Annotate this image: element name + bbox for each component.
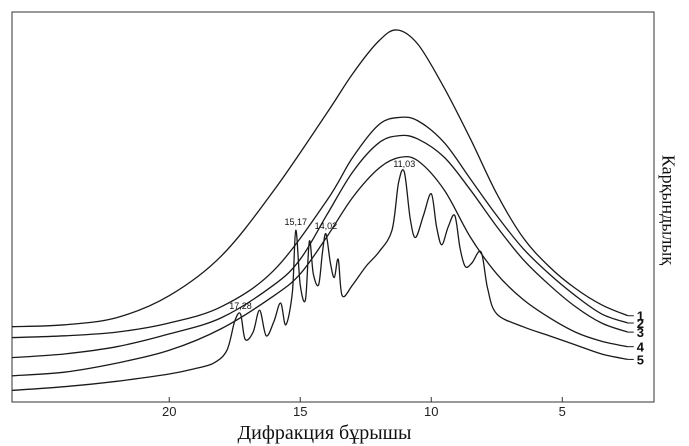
series-label-5: 5 bbox=[637, 352, 644, 367]
x-tick-label-10: 10 bbox=[424, 404, 438, 419]
series-lines bbox=[11, 29, 629, 392]
series-label-1: 1 bbox=[637, 309, 644, 324]
y-axis-label: Карқындылық bbox=[658, 154, 679, 266]
series-line-3 bbox=[11, 134, 629, 359]
peak-label-3: 11,03 bbox=[393, 159, 415, 169]
series-line-1 bbox=[11, 29, 629, 328]
series-label-3: 3 bbox=[637, 325, 644, 340]
series-line-4 bbox=[11, 155, 628, 377]
x-tick-label-15: 15 bbox=[293, 404, 307, 419]
x-tick-label-5: 5 bbox=[559, 404, 566, 419]
x-axis-label-wrap: Дифракция бұрышы bbox=[0, 422, 689, 445]
series-line-2 bbox=[11, 116, 629, 339]
plot-frame bbox=[11, 11, 655, 403]
series-label-4: 4 bbox=[637, 340, 645, 355]
x-axis-label: Дифракция бұрышы bbox=[237, 422, 412, 444]
peak-label-0: 17,28 bbox=[229, 301, 252, 311]
x-tick-label-20: 20 bbox=[162, 404, 176, 419]
series-label-2: 2 bbox=[637, 316, 644, 331]
peak-label-2: 14,02 bbox=[315, 221, 338, 231]
peak-annotations: 17,28 15,17 14,02 11,03 bbox=[229, 159, 415, 311]
x-axis-ticks: 20 15 10 5 bbox=[162, 397, 566, 419]
series-line-5 bbox=[11, 169, 628, 392]
peak-label-1: 15,17 bbox=[285, 217, 308, 227]
